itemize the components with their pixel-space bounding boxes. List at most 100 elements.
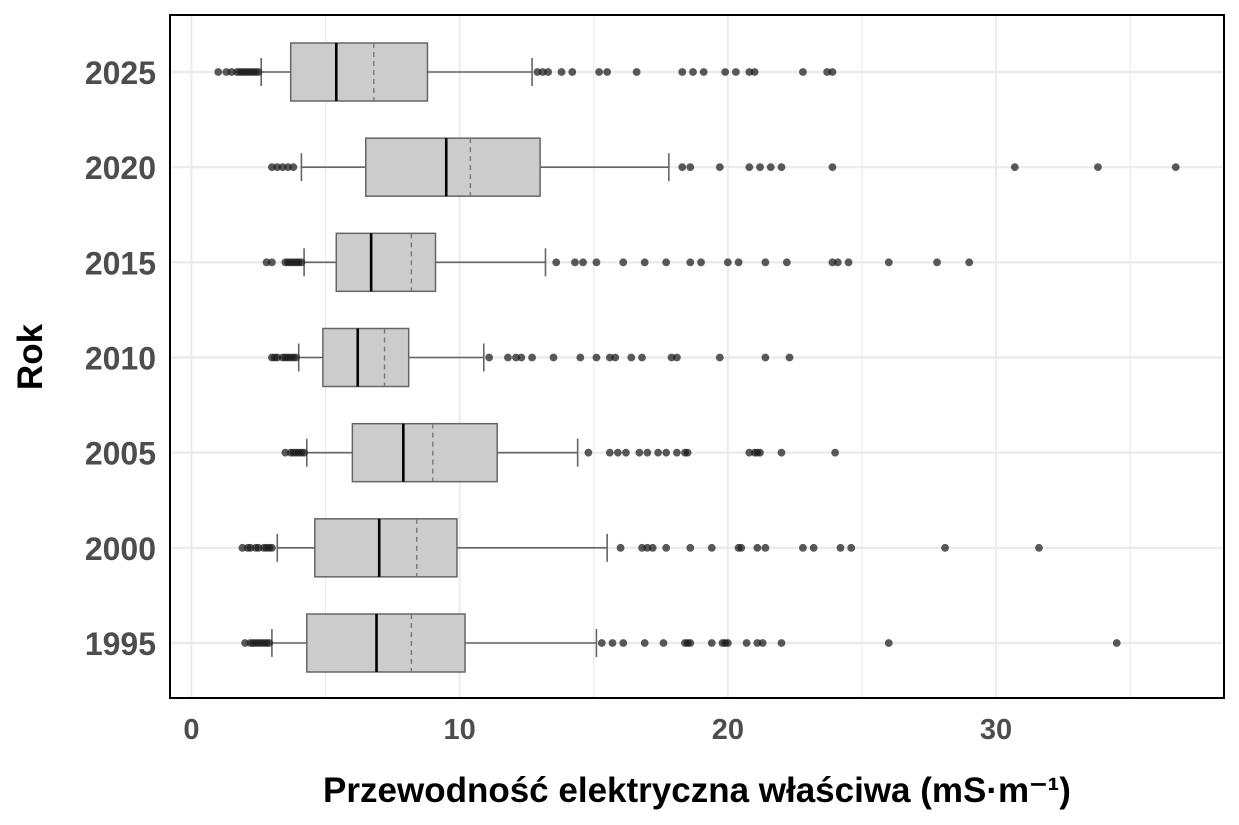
outlier-point — [592, 353, 601, 362]
box-1995 — [271, 613, 598, 673]
outlier-point — [745, 68, 754, 76]
outlier-point — [745, 163, 754, 172]
outlier-point — [699, 68, 708, 76]
y-tick-label: 2000 — [85, 531, 156, 567]
outlier-point — [715, 353, 724, 362]
outlier-point — [640, 258, 649, 267]
outlier-points — [214, 68, 1180, 647]
outlier-point — [686, 639, 695, 647]
outlier-point — [579, 258, 587, 267]
outlier-point — [678, 163, 687, 172]
y-tick-label: 1995 — [85, 626, 156, 662]
box-2020 — [300, 137, 670, 197]
y-tick-label: 2020 — [85, 150, 156, 186]
outlier-point — [611, 353, 620, 362]
outlier-point — [721, 68, 730, 76]
x-tick-label: 30 — [980, 714, 1012, 746]
x-tick-label: 20 — [712, 714, 744, 746]
outlier-point — [278, 163, 287, 172]
outlier-point — [619, 639, 628, 647]
outlier-point — [512, 353, 520, 362]
outlier-point — [643, 543, 652, 552]
outlier-point — [672, 448, 681, 457]
outlier-point — [262, 258, 271, 267]
outlier-point — [289, 163, 298, 172]
outlier-point — [1035, 543, 1043, 552]
outlier-point — [756, 163, 764, 172]
outlier-point — [884, 258, 893, 267]
box-2010 — [297, 327, 485, 388]
outlier-point — [584, 448, 593, 457]
outlier-point — [761, 258, 770, 267]
outlier-point — [297, 258, 306, 267]
iqr-box — [306, 613, 466, 673]
x-tick-labels: 0 10 20 30 — [183, 714, 1012, 746]
outlier-point — [662, 543, 671, 552]
outlier-point — [613, 448, 622, 457]
box-2015 — [303, 232, 547, 293]
outlier-point — [300, 448, 308, 457]
outlier-point — [723, 258, 732, 267]
outlier-point — [608, 639, 617, 647]
outlier-point — [552, 258, 561, 267]
outlier-point — [549, 353, 558, 362]
outlier-point — [844, 258, 853, 267]
outlier-point — [238, 543, 247, 552]
outlier-point — [592, 258, 601, 267]
outlier-point — [809, 543, 818, 552]
outlier-point — [884, 639, 893, 647]
outlier-point — [544, 68, 553, 76]
outlier-point — [745, 448, 754, 457]
y-axis-title: Rok — [11, 323, 50, 390]
outlier-point — [756, 448, 764, 457]
outlier-point — [833, 258, 842, 267]
outlier-point — [777, 163, 786, 172]
outlier-point — [672, 353, 681, 362]
iqr-box — [335, 232, 437, 293]
outlier-point — [731, 68, 740, 76]
outlier-point — [847, 543, 856, 552]
outlier-point — [557, 68, 566, 76]
outlier-point — [686, 543, 695, 552]
outlier-point — [281, 448, 290, 457]
outlier-point — [933, 258, 941, 267]
outlier-point — [737, 543, 746, 552]
outlier-point — [828, 163, 837, 172]
y-tick-label: 2015 — [85, 245, 156, 281]
x-axis-title: Przewodność elektryczna właściwa (mS·m⁻¹… — [323, 771, 1071, 810]
outlier-point — [750, 68, 759, 76]
outlier-point — [828, 68, 837, 76]
outlier-point — [742, 639, 751, 647]
y-tick-label: 2005 — [85, 436, 156, 472]
outlier-point — [662, 448, 671, 457]
outlier-point — [292, 353, 300, 362]
outlier-point — [777, 448, 786, 457]
boxplot-series — [260, 42, 670, 673]
outlier-point — [753, 543, 762, 552]
outlier-point — [1112, 639, 1121, 647]
outlier-point — [686, 163, 695, 172]
outlier-point — [504, 353, 512, 362]
outlier-point — [715, 163, 724, 172]
outlier-point — [568, 68, 577, 76]
outlier-point — [627, 353, 636, 362]
outlier-point — [265, 639, 274, 647]
outlier-point — [576, 353, 585, 362]
outlier-point — [268, 543, 276, 552]
outlier-point — [654, 448, 663, 457]
outlier-point — [640, 639, 649, 647]
outlier-point — [632, 68, 641, 76]
outlier-point — [538, 68, 547, 76]
outlier-point — [782, 258, 791, 267]
outlier-point — [616, 543, 625, 552]
outlier-point — [1171, 163, 1180, 172]
outlier-point — [659, 639, 668, 647]
x-tick-label: 0 — [183, 714, 199, 746]
outlier-point — [734, 258, 743, 267]
outlier-point — [707, 639, 716, 647]
outlier-point — [227, 68, 236, 76]
box-2025 — [260, 42, 533, 102]
outlier-point — [254, 543, 263, 552]
outlier-point — [273, 163, 282, 172]
